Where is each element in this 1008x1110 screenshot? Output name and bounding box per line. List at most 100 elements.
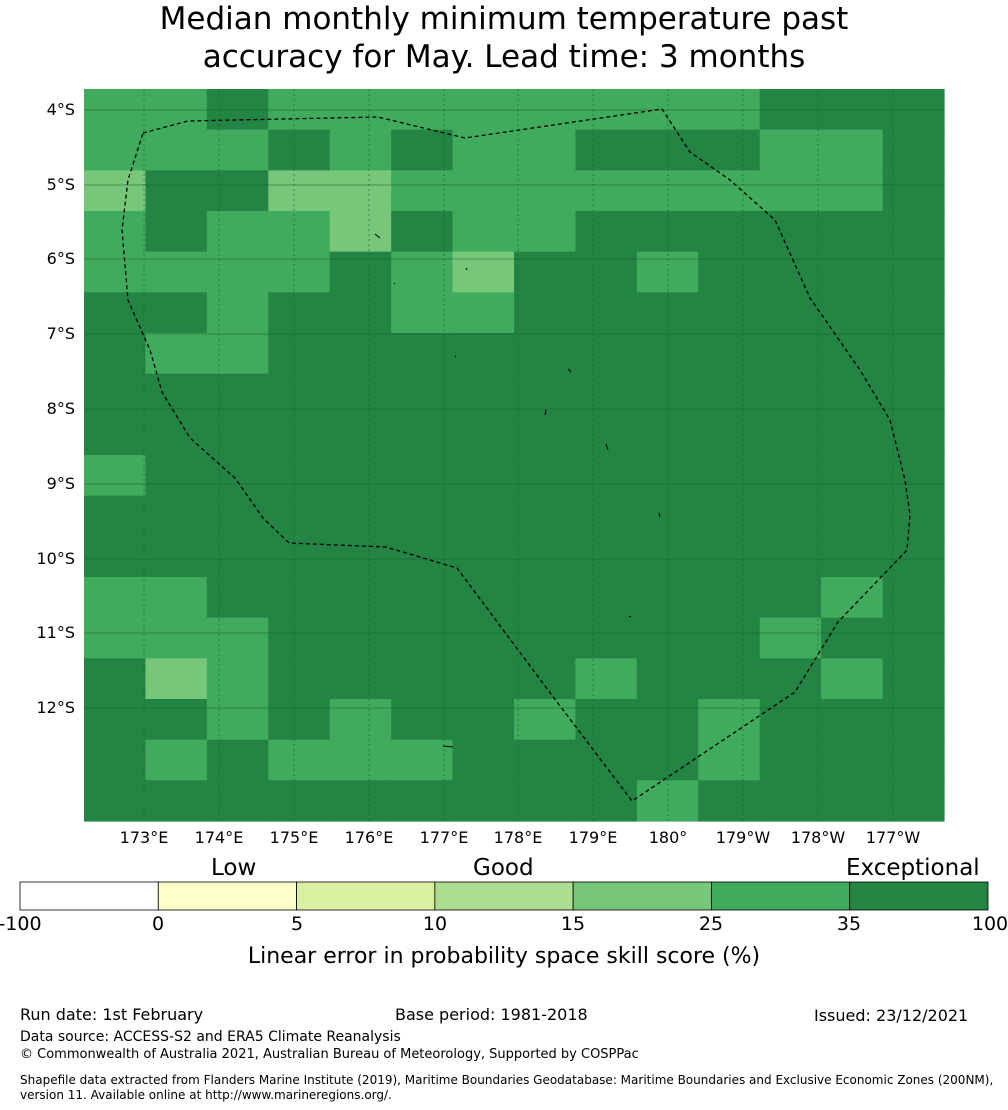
grid-cell (329, 251, 392, 293)
grid-cell (452, 455, 515, 497)
colorbar-swatch (434, 881, 574, 911)
grid-cell (206, 536, 269, 578)
grid-cell (206, 495, 269, 537)
graticule (84, 89, 944, 821)
grid-cell (882, 89, 945, 131)
grid-cell (882, 414, 945, 456)
grid-cell (882, 658, 945, 700)
grid-cell (759, 780, 822, 822)
island-shape (605, 443, 609, 451)
grid-cell (514, 333, 577, 375)
grid-cell (391, 414, 454, 456)
grid-cell (84, 658, 147, 700)
grid-cell (145, 780, 208, 822)
grid-cell (575, 292, 638, 334)
grid-cell (882, 495, 945, 537)
grid-cell (882, 333, 945, 375)
grid-cell (145, 414, 208, 456)
grid-cell (514, 373, 577, 415)
grid-cell (452, 414, 515, 456)
grid-cell (391, 333, 454, 375)
grid-cell (145, 455, 208, 497)
lat-label: 8°S (46, 399, 75, 418)
grid-cell (391, 129, 454, 171)
grid-cell (268, 699, 331, 741)
grid-cell (759, 699, 822, 741)
grid-cell (821, 739, 884, 781)
colorbar-swatch (711, 881, 851, 911)
grid-cell (821, 658, 884, 700)
grid-cell (514, 536, 577, 578)
grid-cell (329, 455, 392, 497)
grid-cell (575, 739, 638, 781)
grid-cell (821, 780, 884, 822)
grid-cell (145, 129, 208, 171)
grid-cell (759, 617, 822, 659)
lat-label: 12°S (36, 698, 75, 717)
colorbar-tick: 10 (422, 913, 448, 935)
lon-label: 179°E (568, 828, 618, 847)
grid-cell (452, 170, 515, 212)
grid-cell (821, 292, 884, 334)
grid-cell (452, 495, 515, 537)
grid-cell (575, 414, 638, 456)
base-period: Base period: 1981-2018 (395, 1005, 588, 1024)
grid-cell (452, 292, 515, 334)
grid-cell (821, 577, 884, 619)
lon-label: 180° (648, 828, 688, 847)
grid-cell (268, 495, 331, 537)
islands (374, 233, 661, 748)
grid-cell (514, 170, 577, 212)
grid-cell (698, 617, 761, 659)
grid-cell (514, 129, 577, 171)
colorbar-swatch (849, 881, 989, 911)
grid-cell (391, 170, 454, 212)
grid-cell (84, 251, 147, 293)
grid-cell (329, 89, 392, 131)
grid-cell (514, 414, 577, 456)
grid-cell (882, 577, 945, 619)
grid-cell (698, 536, 761, 578)
grid-cell (452, 739, 515, 781)
colorbar-category-low: Low (211, 855, 257, 881)
grid-cell (575, 617, 638, 659)
grid-cell (391, 455, 454, 497)
grid-cell (391, 658, 454, 700)
grid-cell (759, 414, 822, 456)
grid-cell (514, 211, 577, 253)
island-shape (567, 368, 572, 373)
grid-cell (575, 577, 638, 619)
shapefile-credit-line1: Shapefile data extracted from Flanders M… (20, 1073, 994, 1087)
grid-cell (329, 658, 392, 700)
grid-cell (698, 739, 761, 781)
grid-cell (636, 577, 699, 619)
grid-cell (84, 739, 147, 781)
grid-cell (575, 373, 638, 415)
colorbar-tick: 15 (560, 913, 586, 935)
copyright: © Commonwealth of Australia 2021, Austra… (20, 1047, 639, 1062)
grid-cell (698, 699, 761, 741)
grid-cell (268, 89, 331, 131)
grid-cell (452, 617, 515, 659)
grid-cell (268, 129, 331, 171)
grid-cell (206, 333, 269, 375)
grid-cell (452, 780, 515, 822)
grid-cell (575, 211, 638, 253)
grid-cell (268, 211, 331, 253)
lon-label: 177°E (419, 828, 469, 847)
lat-label: 5°S (46, 175, 75, 194)
grid-cell (391, 89, 454, 131)
grid-cell (636, 536, 699, 578)
grid-cell (391, 699, 454, 741)
colorbar-tick: 0 (151, 913, 165, 935)
grid-cell (391, 780, 454, 822)
grid-cell (206, 251, 269, 293)
grid-cell (84, 699, 147, 741)
grid-cell (452, 129, 515, 171)
grid-cell (84, 211, 147, 253)
grid-cell (514, 292, 577, 334)
grid-cell (452, 658, 515, 700)
grid-cell (329, 414, 392, 456)
grid-cell (759, 170, 822, 212)
